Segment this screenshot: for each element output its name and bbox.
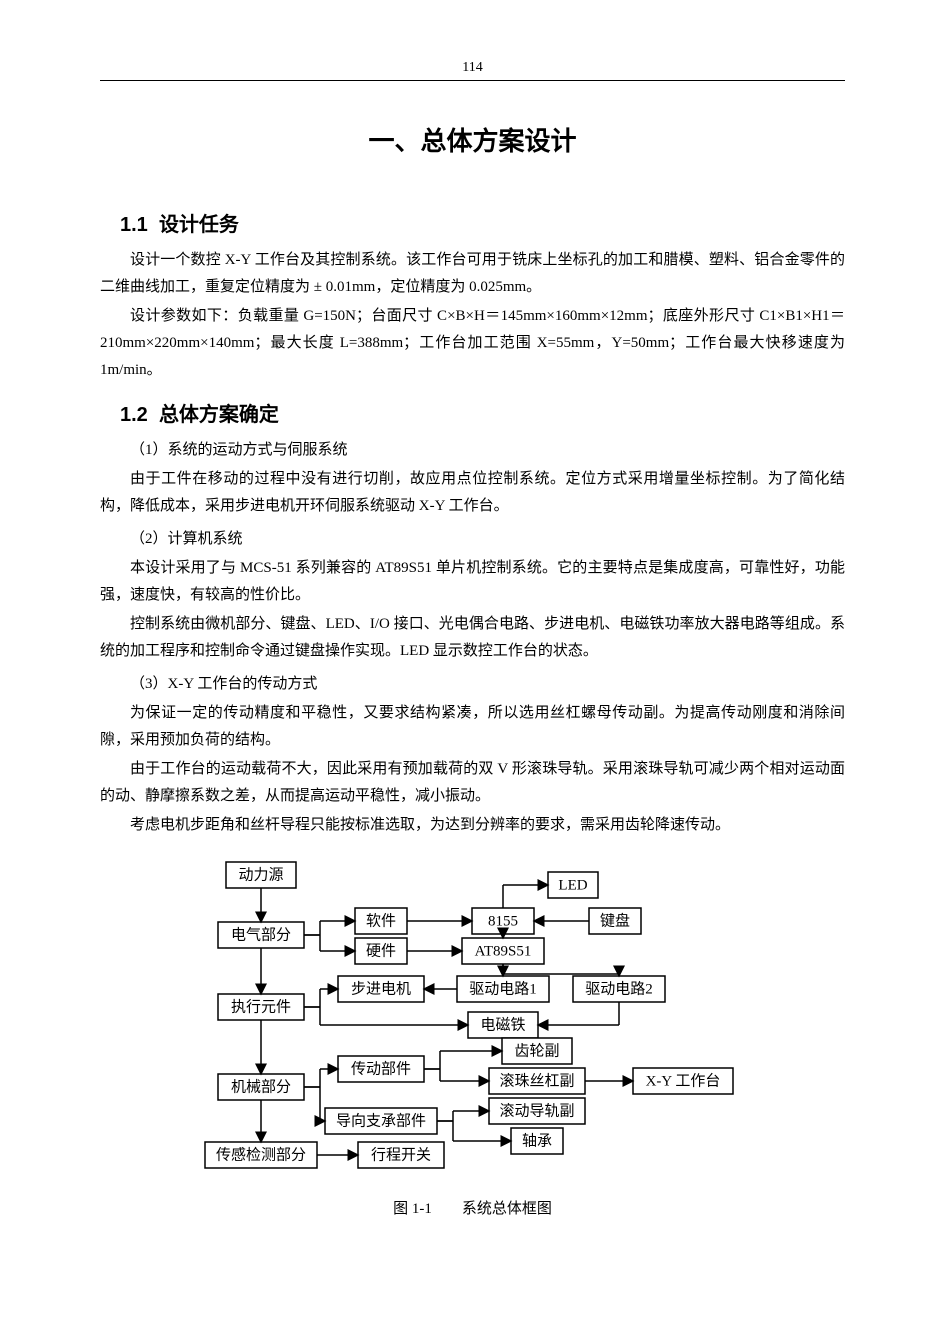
- svg-text:电气部分: 电气部分: [230, 926, 290, 943]
- section-num: 1.1: [120, 214, 148, 236]
- svg-text:轴承: 轴承: [521, 1132, 551, 1149]
- section-2-title: 1.2 总体方案确定: [120, 398, 845, 427]
- s2-sub2-p2: 控制系统由微机部分、键盘、LED、I/O 接口、光电偶合电路、步进电机、电磁铁功…: [100, 611, 845, 665]
- section-text: 总体方案确定: [159, 404, 279, 426]
- svg-text:齿轮副: 齿轮副: [514, 1042, 559, 1059]
- section-text: 设计任务: [159, 214, 239, 236]
- svg-text:X-Y 工作台: X-Y 工作台: [645, 1072, 720, 1089]
- caption-text: 系统总体框图: [462, 1201, 552, 1217]
- svg-text:导向支承部件: 导向支承部件: [335, 1112, 425, 1129]
- s2-sub1: （1）系统的运动方式与伺服系统: [100, 437, 845, 464]
- flowchart-svg: 动力源电气部分 软件硬件 8155 AT89S51 键盘 LED 执行元件 步进电机 驱动电路1…: [153, 855, 793, 1185]
- svg-text:AT89S51: AT89S51: [474, 943, 531, 959]
- s2-sub3: （3）X-Y 工作台的传动方式: [100, 671, 845, 698]
- svg-text:步进电机: 步进电机: [350, 980, 410, 997]
- section-1-title: 1.1 设计任务: [120, 208, 845, 237]
- svg-text:执行元件: 执行元件: [230, 998, 290, 1015]
- s2-sub2: （2）计算机系统: [100, 526, 845, 553]
- svg-text:传感检测部分: 传感检测部分: [215, 1146, 305, 1163]
- caption-label: 图 1-1: [393, 1201, 432, 1217]
- section-num: 1.2: [120, 404, 148, 426]
- s2-sub3-p2: 由于工作台的运动载荷不大，因此采用有预加载荷的双 V 形滚珠导轨。采用滚珠导轨可…: [100, 756, 845, 810]
- s2-sub3-p1: 为保证一定的传动精度和平稳性，又要求结构紧凑，所以选用丝杠螺母传动副。为提高传动…: [100, 700, 845, 754]
- svg-text:驱动电路2: 驱动电路2: [585, 980, 653, 997]
- svg-text:滚动导轨副: 滚动导轨副: [499, 1102, 574, 1119]
- svg-text:8155: 8155: [488, 913, 518, 929]
- s2-sub1-p1: 由于工件在移动的过程中没有进行切削，故应用点位控制系统。定位方式采用增量坐标控制…: [100, 466, 845, 520]
- system-block-diagram: 动力源电气部分 软件硬件 8155 AT89S51 键盘 LED 执行元件 步进电机 驱动电路1…: [100, 855, 845, 1185]
- svg-text:机械部分: 机械部分: [230, 1078, 290, 1095]
- svg-text:动力源: 动力源: [238, 866, 283, 883]
- svg-text:硬件: 硬件: [365, 942, 395, 959]
- svg-text:电磁铁: 电磁铁: [480, 1016, 525, 1033]
- s2-sub3-p3: 考虑电机步距角和丝杆导程只能按标准选取，为达到分辨率的要求，需采用齿轮降速传动。: [100, 812, 845, 839]
- chapter-title: 一、总体方案设计: [100, 121, 845, 158]
- document-page: 114 一、总体方案设计 1.1 设计任务 设计一个数控 X-Y 工作台及其控制…: [0, 0, 945, 1337]
- s2-sub2-p1: 本设计采用了与 MCS-51 系列兼容的 AT89S51 单片机控制系统。它的主…: [100, 555, 845, 609]
- svg-text:行程开关: 行程开关: [370, 1146, 430, 1163]
- svg-text:滚珠丝杠副: 滚珠丝杠副: [499, 1072, 574, 1089]
- svg-text:键盘: 键盘: [599, 911, 629, 929]
- s1-p1: 设计一个数控 X-Y 工作台及其控制系统。该工作台可用于铣床上坐标孔的加工和腊模…: [100, 247, 845, 301]
- svg-text:LED: LED: [558, 877, 587, 893]
- page-number: 114: [100, 60, 845, 81]
- svg-text:传动部件: 传动部件: [350, 1060, 410, 1077]
- svg-text:驱动电路1: 驱动电路1: [469, 980, 537, 997]
- s1-p2: 设计参数如下：负载重量 G=150N；台面尺寸 C×B×H＝145mm×160m…: [100, 303, 845, 384]
- svg-text:软件: 软件: [365, 912, 395, 929]
- figure-caption: 图 1-1 系统总体框图: [100, 1197, 845, 1218]
